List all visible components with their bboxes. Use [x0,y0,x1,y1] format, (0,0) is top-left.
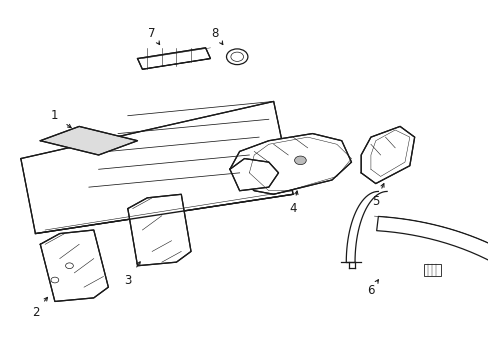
Text: 7: 7 [148,27,156,40]
Polygon shape [376,216,488,270]
Circle shape [230,52,243,62]
Text: 3: 3 [124,274,131,287]
Text: 6: 6 [366,284,374,297]
Text: 1: 1 [51,109,59,122]
Circle shape [226,49,247,64]
Text: 5: 5 [371,195,379,208]
Polygon shape [361,126,414,184]
Text: 4: 4 [289,202,296,215]
Polygon shape [40,230,108,301]
Circle shape [294,156,305,165]
Polygon shape [424,264,441,276]
Polygon shape [21,102,292,234]
Text: 2: 2 [32,306,39,319]
Polygon shape [229,158,278,191]
Polygon shape [40,126,137,155]
Polygon shape [229,134,351,194]
Polygon shape [137,48,210,69]
Circle shape [65,263,73,269]
Circle shape [51,277,59,283]
Text: 8: 8 [211,27,219,40]
Polygon shape [127,194,191,266]
